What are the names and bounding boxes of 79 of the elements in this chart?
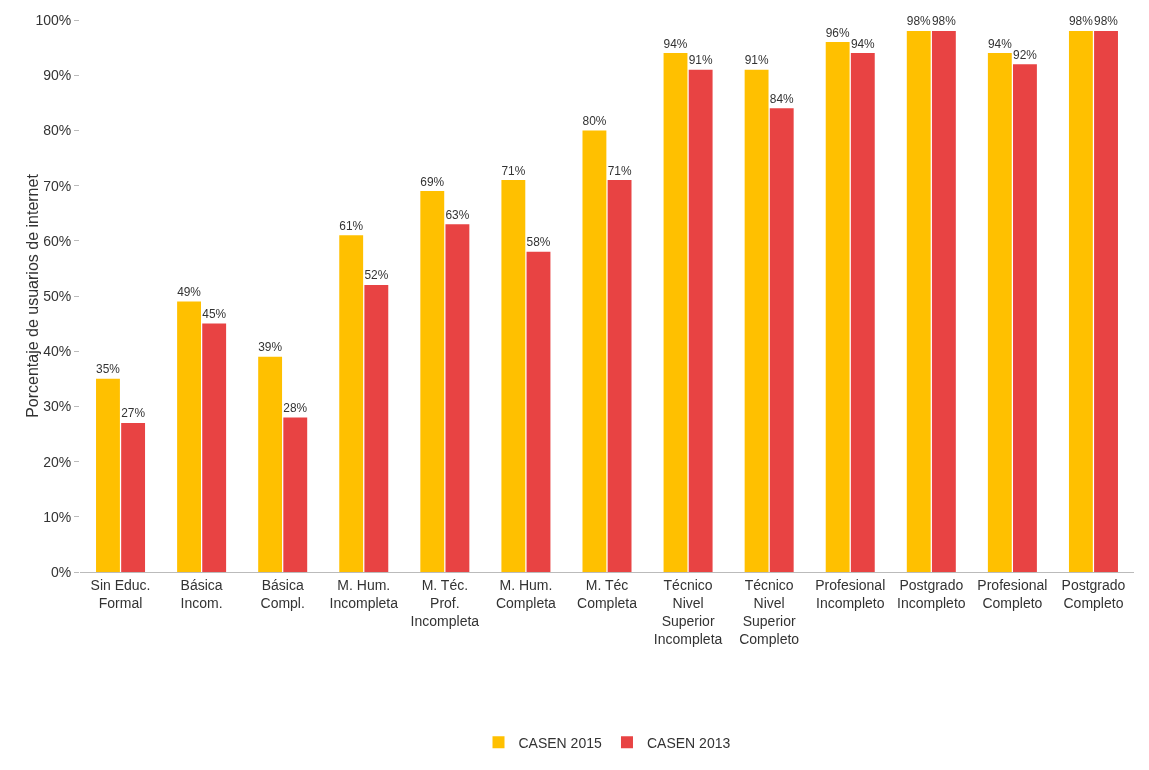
data-label: 98% bbox=[906, 14, 932, 29]
y-tick-label: 10% bbox=[43, 508, 72, 525]
x-tick-label: M. Hum. Incompleta bbox=[329, 576, 399, 611]
data-label: 58% bbox=[526, 235, 551, 250]
legend-label: CASEN 2015 bbox=[518, 734, 602, 751]
bar bbox=[850, 53, 875, 572]
bar bbox=[744, 69, 769, 572]
data-label: 84% bbox=[769, 91, 795, 106]
data-label: 39% bbox=[258, 340, 283, 355]
data-label: 98% bbox=[1094, 14, 1119, 29]
y-tick-label: 90% bbox=[43, 67, 72, 84]
x-tick-label: Postgrado Completo bbox=[1061, 576, 1126, 611]
bar bbox=[339, 235, 364, 572]
x-tick-label: Técnico Nivel Superior Incompleta bbox=[653, 576, 723, 648]
y-tick-label: 50% bbox=[43, 287, 72, 304]
x-tick-label: Sin Educ. Formal bbox=[90, 576, 151, 611]
data-label: 94% bbox=[850, 36, 876, 51]
y-tick-label: 60% bbox=[43, 232, 72, 249]
x-tick-label: M. Téc. Prof. Incompleta bbox=[410, 576, 480, 630]
data-label: 28% bbox=[283, 400, 308, 415]
data-label: 61% bbox=[339, 218, 364, 233]
bar bbox=[364, 284, 389, 572]
bar bbox=[688, 69, 713, 572]
x-tick-label: Profesional Completo bbox=[977, 576, 1048, 611]
bar bbox=[582, 130, 607, 572]
x-tick-label: Técnico Nivel Superior Completo bbox=[739, 576, 800, 648]
data-label: 98% bbox=[931, 14, 957, 29]
bar bbox=[420, 191, 445, 572]
data-label: 91% bbox=[688, 53, 713, 68]
bar bbox=[258, 356, 283, 572]
data-label: 92% bbox=[1013, 47, 1038, 62]
bar bbox=[1094, 31, 1118, 572]
bar bbox=[1013, 64, 1037, 572]
bar bbox=[931, 31, 956, 572]
bar bbox=[607, 180, 632, 572]
y-tick-label: 20% bbox=[43, 453, 72, 470]
y-axis-title: Porcentaje de usuarios de internet bbox=[24, 173, 41, 418]
bar bbox=[663, 53, 688, 572]
data-label: 27% bbox=[121, 406, 146, 421]
y-tick-label: 30% bbox=[43, 398, 72, 415]
data-label: 71% bbox=[607, 163, 632, 178]
legend-label: CASEN 2013 bbox=[646, 734, 731, 751]
data-label: 98% bbox=[1068, 14, 1094, 29]
x-tick-label: M. Téc Completa bbox=[577, 576, 638, 611]
bar bbox=[825, 42, 850, 572]
x-tick-label: Profesional Incompleto bbox=[815, 576, 886, 611]
bar bbox=[1068, 31, 1093, 572]
data-label: 94% bbox=[987, 36, 1013, 51]
data-label: 91% bbox=[744, 53, 769, 68]
y-tick-label: 40% bbox=[43, 343, 72, 360]
data-label: 63% bbox=[445, 207, 470, 222]
x-tick-label: Básica Incom. bbox=[180, 576, 223, 611]
y-tick-label: 70% bbox=[43, 177, 72, 194]
data-label: 71% bbox=[501, 163, 526, 178]
y-tick-label: 80% bbox=[43, 122, 72, 139]
x-tick-label: M. Hum. Completa bbox=[495, 576, 557, 611]
data-label: 49% bbox=[177, 284, 202, 299]
bar bbox=[769, 108, 794, 572]
bar bbox=[526, 251, 551, 572]
data-label: 80% bbox=[582, 113, 607, 128]
y-tick-label: 100% bbox=[35, 11, 72, 28]
bar bbox=[445, 224, 470, 572]
data-label: 52% bbox=[364, 268, 389, 283]
x-tick-label: Postgrado Incompleto bbox=[897, 576, 966, 611]
bar bbox=[177, 301, 201, 572]
bar bbox=[121, 422, 146, 572]
data-label: 94% bbox=[663, 36, 688, 51]
data-label: 96% bbox=[825, 25, 850, 40]
bar bbox=[96, 378, 120, 572]
bar bbox=[283, 417, 308, 572]
data-label: 69% bbox=[420, 174, 445, 189]
data-label: 45% bbox=[202, 307, 227, 322]
bar bbox=[906, 31, 931, 572]
bar bbox=[202, 323, 227, 572]
y-tick-label: 0% bbox=[50, 563, 72, 580]
data-label: 35% bbox=[96, 362, 121, 377]
x-tick-label: Básica Compl. bbox=[260, 576, 305, 611]
bar bbox=[501, 180, 526, 572]
bar bbox=[987, 53, 1012, 572]
